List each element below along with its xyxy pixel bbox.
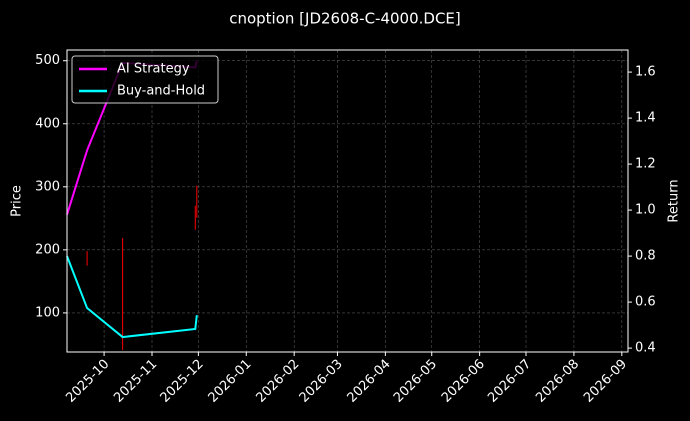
y2-tick-label: 1.6 (635, 65, 656, 80)
y-tick-label: 300 (35, 179, 60, 194)
y-tick-label: 400 (35, 116, 60, 131)
legend-label: AI Strategy (117, 62, 190, 77)
y-tick-label: 100 (35, 305, 60, 320)
y-tick-label: 500 (35, 53, 60, 68)
y2-tick-label: 0.6 (635, 295, 656, 310)
y-axis-label: Price (10, 185, 25, 217)
legend-box (71, 55, 219, 104)
legend: AI Strategy Buy-and-Hold (71, 55, 219, 104)
y2-axis-label: Return (667, 179, 682, 222)
y2-tick-label: 1.2 (635, 157, 656, 172)
axes-frame (66, 49, 629, 353)
y-tick-label: 200 (35, 242, 60, 257)
chart-title: cnoption [JD2608-C-4000.DCE] (229, 10, 461, 28)
y2-tick-label: 0.8 (635, 249, 656, 264)
y2-tick-label: 1.4 (635, 111, 656, 126)
y2-tick-label: 0.4 (635, 341, 656, 356)
line-series (66, 255, 198, 339)
legend-label: Buy-and-Hold (117, 84, 205, 99)
y2-tick-label: 1.0 (635, 203, 656, 218)
